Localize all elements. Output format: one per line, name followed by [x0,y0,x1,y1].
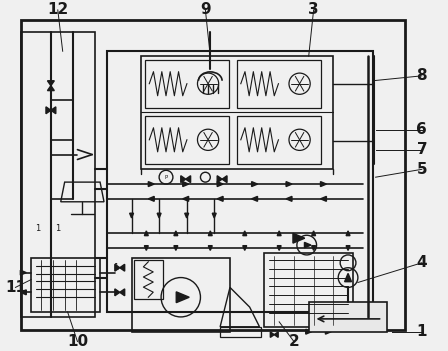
Text: 11: 11 [5,280,26,295]
Polygon shape [212,213,216,218]
Polygon shape [346,246,350,250]
Bar [237,60,320,108]
Text: 1: 1 [55,224,60,233]
Text: 12: 12 [47,2,69,18]
Bar [142,56,333,169]
Polygon shape [157,213,161,218]
Bar [107,51,373,312]
Polygon shape [174,246,178,250]
Polygon shape [293,233,305,243]
Text: P: P [164,175,168,180]
Polygon shape [217,176,222,183]
Polygon shape [183,181,189,186]
Bar [309,302,388,332]
Bar [22,32,95,317]
Text: 3: 3 [308,2,319,18]
Polygon shape [325,329,332,334]
Polygon shape [252,196,258,201]
Bar [132,258,230,332]
Polygon shape [345,273,352,282]
Bar [31,258,100,312]
Polygon shape [305,243,311,248]
Text: 1: 1 [417,324,427,339]
Polygon shape [120,264,125,271]
Polygon shape [243,231,247,236]
Polygon shape [306,329,312,334]
Polygon shape [208,231,212,236]
Polygon shape [286,196,292,201]
Bar [145,60,229,108]
Polygon shape [277,231,281,236]
Text: 8: 8 [417,68,427,83]
Bar [145,116,229,164]
Polygon shape [148,181,154,186]
Polygon shape [181,176,185,183]
Polygon shape [208,246,212,250]
Polygon shape [176,292,189,303]
Polygon shape [129,213,134,218]
Polygon shape [217,181,223,186]
Polygon shape [274,332,278,337]
Polygon shape [183,196,189,201]
Polygon shape [120,289,125,296]
Polygon shape [312,246,315,250]
Polygon shape [312,231,315,236]
Polygon shape [144,246,148,250]
Polygon shape [185,176,190,183]
Text: 9: 9 [200,2,211,18]
Polygon shape [115,289,120,296]
Text: 2: 2 [289,334,299,349]
Polygon shape [47,86,54,91]
Text: 1: 1 [35,224,41,233]
Polygon shape [144,231,148,236]
Polygon shape [20,270,26,275]
Polygon shape [51,107,56,114]
Polygon shape [148,196,154,201]
Polygon shape [243,246,247,250]
Bar [237,116,320,164]
Text: 7: 7 [417,142,427,157]
Polygon shape [346,231,350,236]
Bar [134,260,163,299]
Polygon shape [222,176,227,183]
Polygon shape [320,181,327,186]
Bar [22,20,405,330]
Polygon shape [185,213,189,218]
Polygon shape [217,196,223,201]
Polygon shape [270,332,274,337]
Polygon shape [174,231,178,236]
Text: 5: 5 [417,162,427,177]
Bar [220,327,262,337]
Bar [264,253,353,327]
Polygon shape [286,181,292,186]
Text: 6: 6 [417,122,427,138]
Polygon shape [20,290,26,295]
Text: 1: 1 [113,263,118,272]
Polygon shape [46,107,51,114]
Polygon shape [320,196,327,201]
Text: 4: 4 [417,255,427,270]
Text: 10: 10 [67,334,88,349]
Polygon shape [252,181,258,186]
Polygon shape [115,264,120,271]
Polygon shape [47,81,54,86]
Polygon shape [277,246,281,250]
